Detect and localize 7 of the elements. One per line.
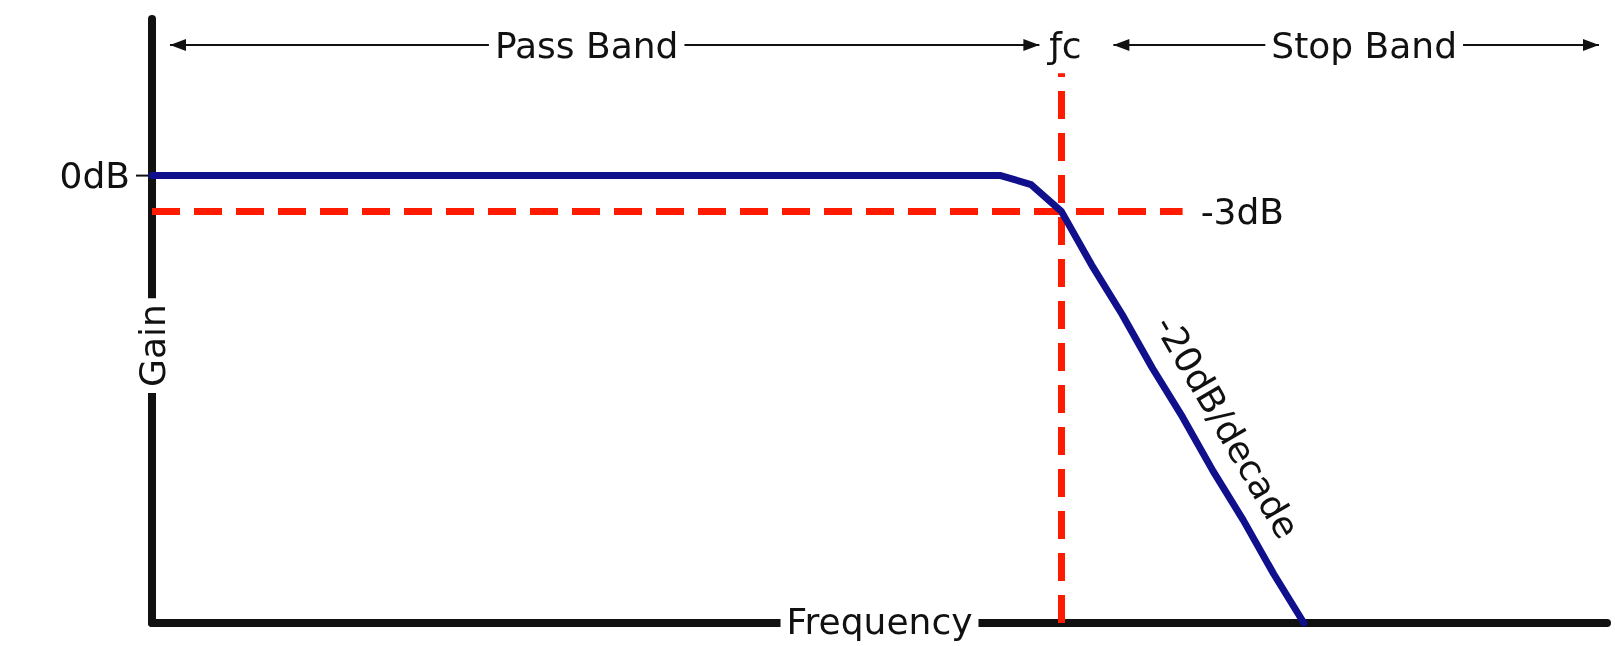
x-axis-title: Frequency [786, 600, 973, 642]
text: ƒc [1046, 24, 1082, 66]
y-axis-title: Gain [131, 304, 173, 387]
text: Stop Band [1271, 24, 1458, 66]
ref-line-label: -3dB [1200, 190, 1285, 232]
text: 0dB [59, 155, 130, 197]
text: Pass Band [494, 24, 679, 66]
